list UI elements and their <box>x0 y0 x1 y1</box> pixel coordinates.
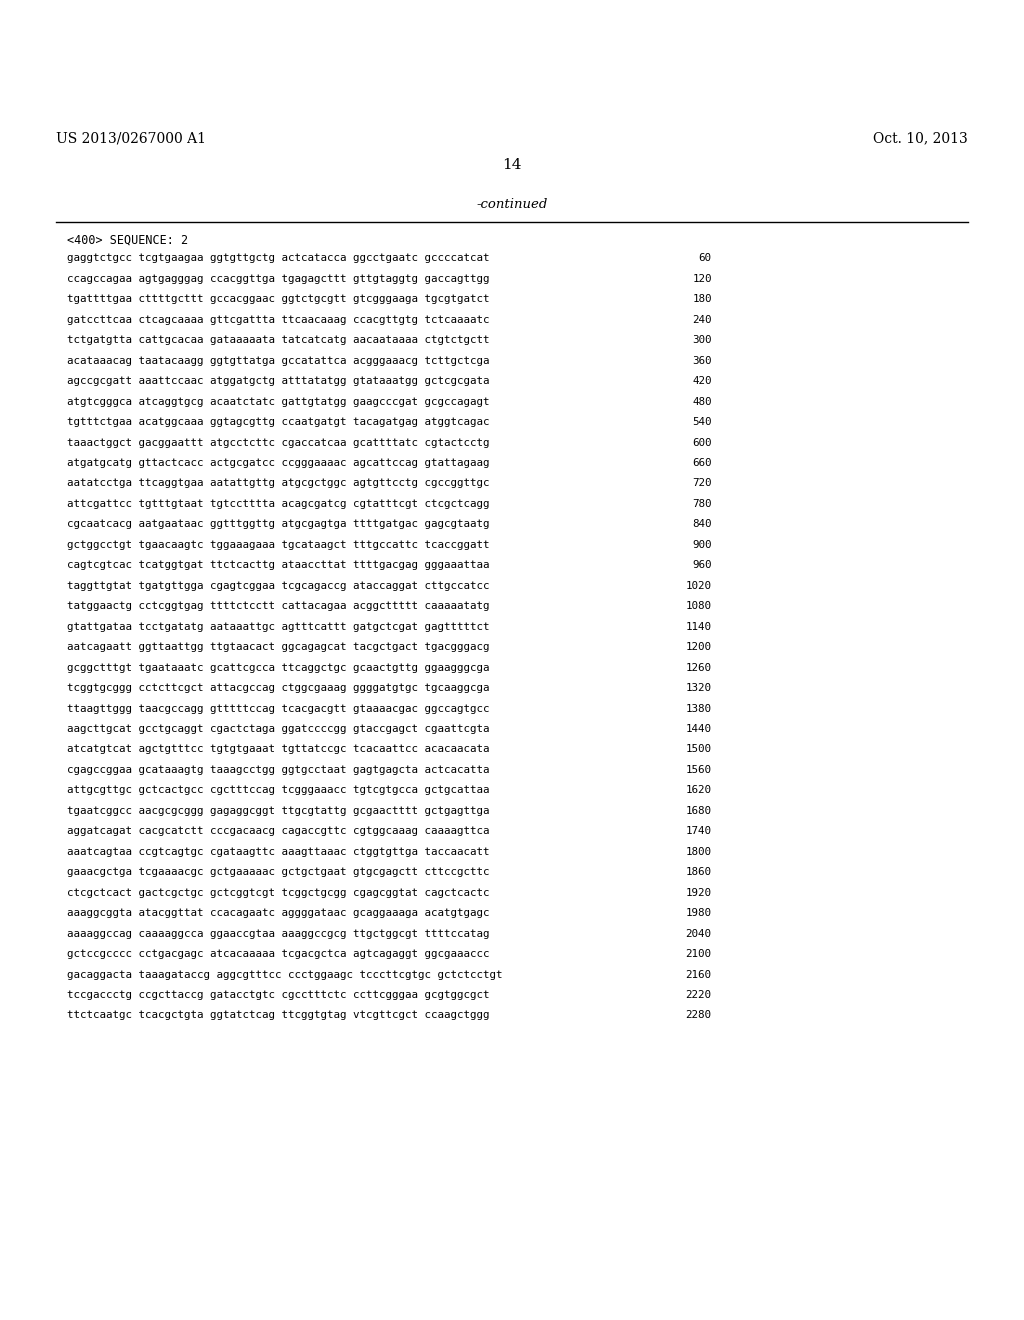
Text: 1860: 1860 <box>686 867 712 878</box>
Text: attcgattcc tgtttgtaat tgtcctttta acagcgatcg cgtatttcgt ctcgctcagg: attcgattcc tgtttgtaat tgtcctttta acagcga… <box>67 499 489 510</box>
Text: tgattttgaa cttttgcttt gccacggaac ggtctgcgtt gtcgggaaga tgcgtgatct: tgattttgaa cttttgcttt gccacggaac ggtctgc… <box>67 294 489 305</box>
Text: 1500: 1500 <box>686 744 712 755</box>
Text: 1560: 1560 <box>686 764 712 775</box>
Text: 180: 180 <box>692 294 712 305</box>
Text: aaaaggccag caaaaggcca ggaaccgtaa aaaggccgcg ttgctggcgt ttttccatag: aaaaggccag caaaaggcca ggaaccgtaa aaaggcc… <box>67 928 489 939</box>
Text: 2040: 2040 <box>686 928 712 939</box>
Text: atcatgtcat agctgtttcc tgtgtgaaat tgttatccgc tcacaattcc acacaacata: atcatgtcat agctgtttcc tgtgtgaaat tgttatc… <box>67 744 489 755</box>
Text: atgatgcatg gttactcacc actgcgatcc ccgggaaaac agcattccag gtattagaag: atgatgcatg gttactcacc actgcgatcc ccgggaa… <box>67 458 489 469</box>
Text: 1200: 1200 <box>686 642 712 652</box>
Text: 1920: 1920 <box>686 887 712 898</box>
Text: ttaagttggg taacgccagg gtttttccag tcacgacgtt gtaaaacgac ggccagtgcc: ttaagttggg taacgccagg gtttttccag tcacgac… <box>67 704 489 714</box>
Text: gatccttcaa ctcagcaaaa gttcgattta ttcaacaaag ccacgttgtg tctcaaaatc: gatccttcaa ctcagcaaaa gttcgattta ttcaaca… <box>67 314 489 325</box>
Text: 1260: 1260 <box>686 663 712 673</box>
Text: 2160: 2160 <box>686 969 712 979</box>
Text: -continued: -continued <box>476 198 548 211</box>
Text: tgaatcggcc aacgcgcggg gagaggcggt ttgcgtattg gcgaactttt gctgagttga: tgaatcggcc aacgcgcggg gagaggcggt ttgcgta… <box>67 805 489 816</box>
Text: 1620: 1620 <box>686 785 712 796</box>
Text: tccgaccctg ccgcttaccg gatacctgtc cgcctttctc ccttcgggaa gcgtggcgct: tccgaccctg ccgcttaccg gatacctgtc cgccttt… <box>67 990 489 1001</box>
Text: 720: 720 <box>692 478 712 488</box>
Text: 840: 840 <box>692 519 712 529</box>
Text: 240: 240 <box>692 314 712 325</box>
Text: aaaggcggta atacggttat ccacagaatc aggggataac gcaggaaaga acatgtgagc: aaaggcggta atacggttat ccacagaatc aggggat… <box>67 908 489 919</box>
Text: ccagccagaa agtgagggag ccacggttga tgagagcttt gttgtaggtg gaccagttgg: ccagccagaa agtgagggag ccacggttga tgagagc… <box>67 273 489 284</box>
Text: gaaacgctga tcgaaaacgc gctgaaaaac gctgctgaat gtgcgagctt cttccgcttc: gaaacgctga tcgaaaacgc gctgaaaaac gctgctg… <box>67 867 489 878</box>
Text: gtattgataa tcctgatatg aataaattgc agtttcattt gatgctcgat gagtttttct: gtattgataa tcctgatatg aataaattgc agtttca… <box>67 622 489 632</box>
Text: 2220: 2220 <box>686 990 712 1001</box>
Text: <400> SEQUENCE: 2: <400> SEQUENCE: 2 <box>67 234 187 247</box>
Text: acataaacag taatacaagg ggtgttatga gccatattca acgggaaacg tcttgctcga: acataaacag taatacaagg ggtgttatga gccatat… <box>67 355 489 366</box>
Text: 420: 420 <box>692 376 712 387</box>
Text: aaatcagtaa ccgtcagtgc cgataagttc aaagttaaac ctggtgttga taccaacatt: aaatcagtaa ccgtcagtgc cgataagttc aaagtta… <box>67 847 489 857</box>
Text: ctcgctcact gactcgctgc gctcggtcgt tcggctgcgg cgagcggtat cagctcactc: ctcgctcact gactcgctgc gctcggtcgt tcggctg… <box>67 887 489 898</box>
Text: taggttgtat tgatgttgga cgagtcggaa tcgcagaccg ataccaggat cttgccatcc: taggttgtat tgatgttgga cgagtcggaa tcgcaga… <box>67 581 489 591</box>
Text: cagtcgtcac tcatggtgat ttctcacttg ataaccttat ttttgacgag gggaaattaa: cagtcgtcac tcatggtgat ttctcacttg ataacct… <box>67 560 489 570</box>
Text: aatcagaatt ggttaattgg ttgtaacact ggcagagcat tacgctgact tgacgggacg: aatcagaatt ggttaattgg ttgtaacact ggcagag… <box>67 642 489 652</box>
Text: 120: 120 <box>692 273 712 284</box>
Text: 60: 60 <box>698 253 712 264</box>
Text: atgtcgggca atcaggtgcg acaatctatc gattgtatgg gaagcccgat gcgccagagt: atgtcgggca atcaggtgcg acaatctatc gattgta… <box>67 396 489 407</box>
Text: attgcgttgc gctcactgcc cgctttccag tcgggaaacc tgtcgtgcca gctgcattaa: attgcgttgc gctcactgcc cgctttccag tcgggaa… <box>67 785 489 796</box>
Text: 660: 660 <box>692 458 712 469</box>
Text: 2100: 2100 <box>686 949 712 960</box>
Text: Oct. 10, 2013: Oct. 10, 2013 <box>872 132 968 145</box>
Text: ttctcaatgc tcacgctgta ggtatctcag ttcggtgtag vtcgttcgct ccaagctggg: ttctcaatgc tcacgctgta ggtatctcag ttcggtg… <box>67 1011 489 1020</box>
Text: 1080: 1080 <box>686 602 712 611</box>
Text: US 2013/0267000 A1: US 2013/0267000 A1 <box>56 132 206 145</box>
Text: 540: 540 <box>692 417 712 428</box>
Text: tcggtgcggg cctcttcgct attacgccag ctggcgaaag ggggatgtgc tgcaaggcga: tcggtgcggg cctcttcgct attacgccag ctggcga… <box>67 682 489 693</box>
Text: 480: 480 <box>692 396 712 407</box>
Text: aagcttgcat gcctgcaggt cgactctaga ggatccccgg gtaccgagct cgaattcgta: aagcttgcat gcctgcaggt cgactctaga ggatccc… <box>67 723 489 734</box>
Text: 1980: 1980 <box>686 908 712 919</box>
Text: 1380: 1380 <box>686 704 712 714</box>
Text: gcggctttgt tgaataaatc gcattcgcca ttcaggctgc gcaactgttg ggaagggcga: gcggctttgt tgaataaatc gcattcgcca ttcaggc… <box>67 663 489 673</box>
Text: aggatcagat cacgcatctt cccgacaacg cagaccgttc cgtggcaaag caaaagttca: aggatcagat cacgcatctt cccgacaacg cagaccg… <box>67 826 489 837</box>
Text: agccgcgatt aaattccaac atggatgctg atttatatgg gtataaatgg gctcgcgata: agccgcgatt aaattccaac atggatgctg atttata… <box>67 376 489 387</box>
Text: 300: 300 <box>692 335 712 346</box>
Text: 14: 14 <box>502 158 522 172</box>
Text: gctccgcccc cctgacgagc atcacaaaaa tcgacgctca agtcagaggt ggcgaaaccc: gctccgcccc cctgacgagc atcacaaaaa tcgacgc… <box>67 949 489 960</box>
Text: 1800: 1800 <box>686 847 712 857</box>
Text: 1680: 1680 <box>686 805 712 816</box>
Text: 960: 960 <box>692 560 712 570</box>
Text: 2280: 2280 <box>686 1011 712 1020</box>
Text: gacaggacta taaagataccg aggcgtttcc ccctggaagc tcccttcgtgc gctctcctgt: gacaggacta taaagataccg aggcgtttcc ccctgg… <box>67 969 502 979</box>
Text: tgtttctgaa acatggcaaa ggtagcgttg ccaatgatgt tacagatgag atggtcagac: tgtttctgaa acatggcaaa ggtagcgttg ccaatga… <box>67 417 489 428</box>
Text: gctggcctgt tgaacaagtc tggaaagaaa tgcataagct tttgccattc tcaccggatt: gctggcctgt tgaacaagtc tggaaagaaa tgcataa… <box>67 540 489 550</box>
Text: tatggaactg cctcggtgag ttttctcctt cattacagaa acggcttttt caaaaatatg: tatggaactg cctcggtgag ttttctcctt cattaca… <box>67 602 489 611</box>
Text: 600: 600 <box>692 437 712 447</box>
Text: gaggtctgcc tcgtgaagaa ggtgttgctg actcatacca ggcctgaatc gccccatcat: gaggtctgcc tcgtgaagaa ggtgttgctg actcata… <box>67 253 489 264</box>
Text: 900: 900 <box>692 540 712 550</box>
Text: 1740: 1740 <box>686 826 712 837</box>
Text: taaactggct gacggaattt atgcctcttc cgaccatcaa gcattttatc cgtactcctg: taaactggct gacggaattt atgcctcttc cgaccat… <box>67 437 489 447</box>
Text: aatatcctga ttcaggtgaa aatattgttg atgcgctggc agtgttcctg cgccggttgc: aatatcctga ttcaggtgaa aatattgttg atgcgct… <box>67 478 489 488</box>
Text: tctgatgtta cattgcacaa gataaaaata tatcatcatg aacaataaaa ctgtctgctt: tctgatgtta cattgcacaa gataaaaata tatcatc… <box>67 335 489 346</box>
Text: 1320: 1320 <box>686 682 712 693</box>
Text: 1440: 1440 <box>686 723 712 734</box>
Text: 1140: 1140 <box>686 622 712 632</box>
Text: 780: 780 <box>692 499 712 510</box>
Text: cgcaatcacg aatgaataac ggtttggttg atgcgagtga ttttgatgac gagcgtaatg: cgcaatcacg aatgaataac ggtttggttg atgcgag… <box>67 519 489 529</box>
Text: cgagccggaa gcataaagtg taaagcctgg ggtgcctaat gagtgagcta actcacatta: cgagccggaa gcataaagtg taaagcctgg ggtgcct… <box>67 764 489 775</box>
Text: 360: 360 <box>692 355 712 366</box>
Text: 1020: 1020 <box>686 581 712 591</box>
